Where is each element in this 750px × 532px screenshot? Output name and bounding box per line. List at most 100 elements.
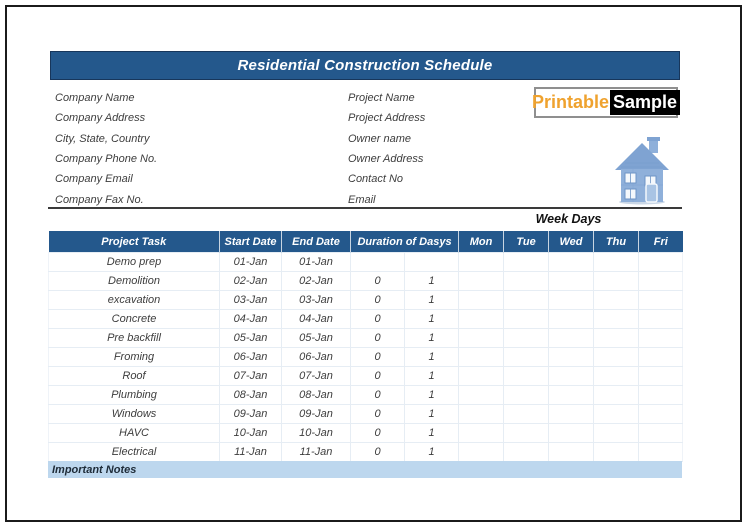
project-info-column: Project Name Project Address Owner name …	[348, 88, 425, 210]
title-bar: Residential Construction Schedule	[50, 51, 680, 80]
duration-cell: 1	[403, 290, 460, 310]
table-row: Electrical 11-Jan 11-Jan 0 1	[48, 442, 684, 462]
start-date-cell: 08-Jan	[219, 385, 282, 405]
table-row: Windows 09-Jan 09-Jan 0 1	[48, 404, 684, 424]
duration-cell: 1	[403, 404, 460, 424]
duration-cell: 0	[350, 347, 405, 367]
end-date-cell: 01-Jan	[281, 252, 351, 272]
task-cell: Roof	[48, 366, 220, 386]
table-row: Concrete 04-Jan 04-Jan 0 1	[48, 309, 684, 329]
day-cell	[638, 309, 684, 329]
day-cell	[458, 309, 505, 329]
company-address-label: Company Address	[55, 112, 146, 125]
header-day-mon: Mon	[458, 231, 505, 253]
task-cell: Froming	[48, 347, 220, 367]
task-cell: HAVC	[48, 423, 220, 443]
day-cell	[638, 442, 684, 462]
duration-cell: 1	[403, 347, 460, 367]
end-date-cell: 10-Jan	[281, 423, 351, 443]
day-cell	[548, 271, 595, 291]
table-row: Roof 07-Jan 07-Jan 0 1	[48, 366, 684, 386]
duration-cell: 1	[403, 271, 460, 291]
page-title: Residential Construction Schedule	[237, 57, 493, 74]
day-cell	[548, 404, 595, 424]
duration-cell: 0	[350, 290, 405, 310]
task-cell: Windows	[48, 404, 220, 424]
contact-no-label: Contact No	[348, 173, 404, 186]
company-phone-label: Company Phone No.	[55, 153, 158, 166]
start-date-cell: 05-Jan	[219, 328, 282, 348]
table-row: Plumbing 08-Jan 08-Jan 0 1	[48, 385, 684, 405]
duration-cell: 0	[350, 309, 405, 329]
day-cell	[593, 423, 640, 443]
important-notes-bar: Important Notes	[48, 461, 682, 478]
day-cell	[548, 366, 595, 386]
day-cell	[593, 271, 640, 291]
day-cell	[458, 347, 505, 367]
owner-name-label: Owner name	[348, 132, 411, 145]
day-cell	[503, 347, 550, 367]
day-cell	[548, 385, 595, 405]
end-date-cell: 09-Jan	[281, 404, 351, 424]
day-cell	[593, 252, 640, 272]
day-cell	[638, 328, 684, 348]
end-date-cell: 05-Jan	[281, 328, 351, 348]
end-date-cell: 11-Jan	[281, 442, 351, 462]
day-cell	[548, 423, 595, 443]
day-cell	[503, 271, 550, 291]
duration-cell: 0	[350, 442, 405, 462]
end-date-cell: 04-Jan	[281, 309, 351, 329]
start-date-cell: 04-Jan	[219, 309, 282, 329]
header-day-wed: Wed	[548, 231, 595, 253]
day-cell	[503, 252, 550, 272]
day-cell	[638, 290, 684, 310]
day-cell	[503, 404, 550, 424]
day-cell	[458, 385, 505, 405]
day-cell	[458, 271, 505, 291]
duration-cell: 1	[403, 423, 460, 443]
company-email-label: Company Email	[55, 173, 133, 186]
day-cell	[503, 309, 550, 329]
day-cell	[503, 328, 550, 348]
day-cell	[548, 309, 595, 329]
start-date-cell: 02-Jan	[219, 271, 282, 291]
day-cell	[458, 366, 505, 386]
table-row: Demolition 02-Jan 02-Jan 0 1	[48, 271, 684, 291]
day-cell	[638, 404, 684, 424]
day-cell	[458, 252, 505, 272]
duration-cell: 1	[403, 328, 460, 348]
day-cell	[503, 385, 550, 405]
day-cell	[638, 271, 684, 291]
company-name-label: Company Name	[55, 92, 135, 105]
day-cell	[593, 290, 640, 310]
table-row: HAVC 10-Jan 10-Jan 0 1	[48, 423, 684, 443]
duration-cell: 1	[403, 366, 460, 386]
duration-cell: 0	[350, 385, 405, 405]
header-day-tue: Tue	[503, 231, 550, 253]
day-cell	[593, 366, 640, 386]
duration-cell: 0	[350, 271, 405, 291]
day-cell	[638, 423, 684, 443]
duration-cell: 0	[350, 423, 405, 443]
task-cell: Pre backfill	[48, 328, 220, 348]
duration-cell: 1	[403, 442, 460, 462]
day-cell	[503, 423, 550, 443]
task-cell: Demo prep	[48, 252, 220, 272]
start-date-cell: 09-Jan	[219, 404, 282, 424]
start-date-cell: 01-Jan	[219, 252, 282, 272]
day-cell	[503, 366, 550, 386]
duration-cell: 0	[350, 328, 405, 348]
logo-sample-text: Sample	[610, 90, 681, 115]
day-cell	[638, 385, 684, 405]
project-name-label: Project Name	[348, 92, 415, 105]
end-date-cell: 02-Jan	[281, 271, 351, 291]
task-cell: Concrete	[48, 309, 220, 329]
day-cell	[548, 347, 595, 367]
day-cell	[503, 290, 550, 310]
task-cell: Demolition	[48, 271, 220, 291]
day-cell	[593, 385, 640, 405]
task-cell: Plumbing	[48, 385, 220, 405]
start-date-cell: 06-Jan	[219, 347, 282, 367]
task-cell: excavation	[48, 290, 220, 310]
